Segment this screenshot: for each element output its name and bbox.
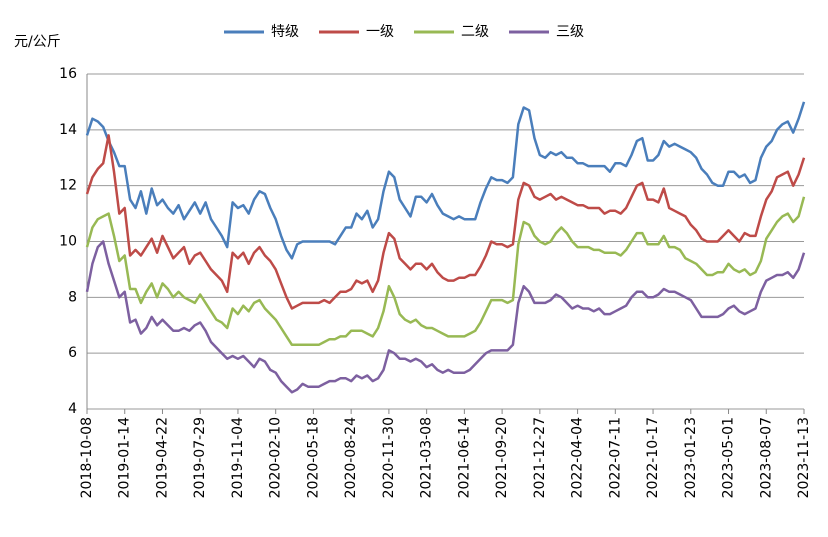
y-tick-label: 6 [68,345,77,361]
x-tick-label: 2023-11-13 [796,417,812,498]
x-tick-label: 2023-01-23 [683,417,699,498]
legend-label: 三级 [556,24,584,40]
series-line [85,134,806,310]
y-tick-label: 4 [68,401,77,417]
x-tick-label: 2020-05-18 [305,417,321,498]
x-tick-label: 2022-07-11 [607,417,623,498]
x-tick-label: 2019-04-22 [154,417,170,498]
x-tick-label: 2020-11-30 [381,417,397,498]
y-tick-label: 8 [68,289,77,305]
x-tick-label: 2019-07-29 [192,417,208,498]
series-line [85,101,806,260]
x-tick-label: 2018-10-08 [79,417,95,498]
x-tick-label: 2019-01-14 [117,417,133,498]
x-tick-label: 2023-08-07 [758,417,774,498]
y-axis-label: 元/公斤 [14,34,61,50]
x-tick-label: 2022-10-17 [645,417,661,498]
x-tick-label: 2020-08-24 [343,417,359,498]
legend-label: 特级 [271,24,299,40]
legend-label: 一级 [366,24,394,40]
y-tick-label: 14 [59,122,77,138]
y-tick-label: 16 [59,66,77,82]
x-tick-label: 2021-12-27 [532,417,548,498]
x-tick-label: 2021-06-14 [456,417,472,498]
x-tick-label: 2021-09-20 [494,417,510,498]
x-tick-label: 2020-02-10 [268,417,284,498]
x-tick-label: 2022-04-04 [570,417,586,498]
y-tick-label: 12 [59,178,77,194]
series-line [85,196,806,347]
y-tick-label: 10 [59,234,77,250]
legend-label: 二级 [461,24,489,40]
series-line [85,240,806,394]
x-tick-label: 2023-05-01 [721,417,737,498]
x-tick-label: 2021-03-08 [419,417,435,498]
x-tick-label: 2019-11-04 [230,417,246,498]
